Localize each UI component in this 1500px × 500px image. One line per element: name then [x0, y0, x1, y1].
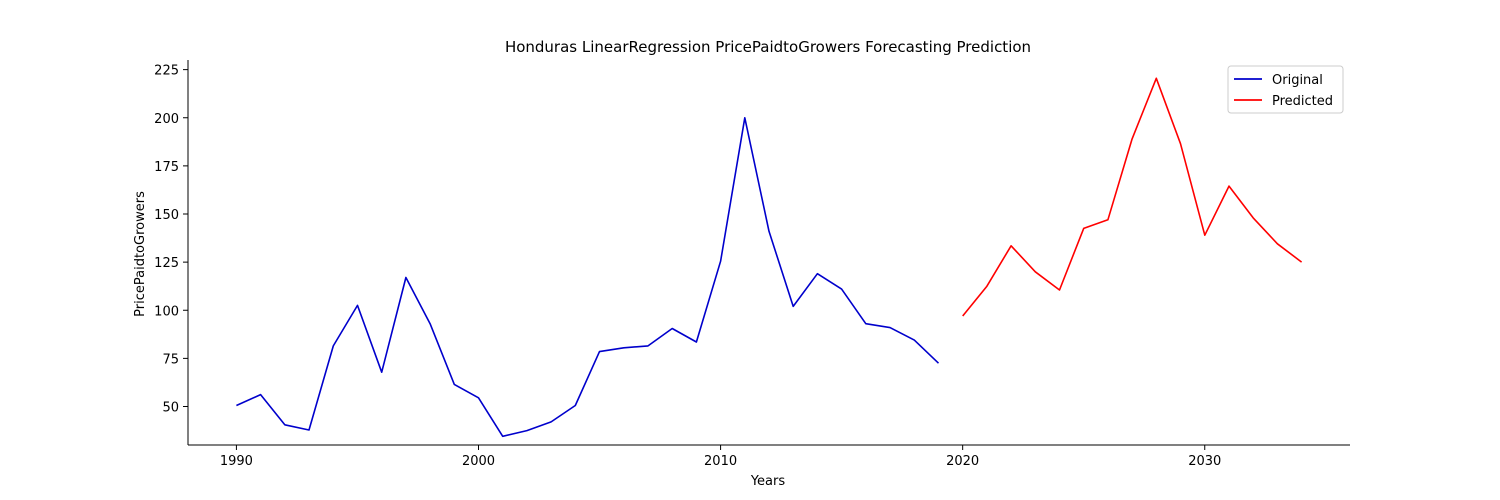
y-tick-label: 125: [154, 256, 179, 271]
legend-box: [1227, 65, 1344, 114]
legend: Original Predicted: [1227, 65, 1344, 114]
legend-items: Original Predicted: [1234, 73, 1333, 109]
y-tick-label: 150: [154, 208, 179, 223]
x-tick-label: 2000: [462, 454, 495, 469]
x-tick-label: 2020: [946, 454, 979, 469]
series-line-predicted: [962, 77, 1303, 317]
plot-area: 1990 2000 2010 2020 2030 50 75 100 125 150 175 200…: [154, 60, 1350, 469]
series-layer: [236, 77, 1303, 438]
x-ticks: 1990 2000 2010 2020 2030: [220, 445, 1221, 469]
series-line-original: [236, 117, 940, 438]
chart-title: Honduras LinearRegression PricePaidtoGro…: [505, 38, 1031, 56]
y-tick-label: 100: [154, 304, 179, 319]
y-tick-label: 225: [154, 64, 179, 79]
legend-label-predicted: Predicted: [1272, 94, 1333, 109]
y-tick-label: 175: [154, 160, 179, 175]
legend-label-original: Original: [1272, 73, 1323, 88]
x-tick-label: 2030: [1188, 454, 1221, 469]
y-tick-label: 200: [154, 112, 179, 127]
y-tick-label: 75: [162, 352, 179, 367]
x-axis-label: Years: [750, 474, 786, 489]
x-tick-label: 2010: [704, 454, 737, 469]
x-tick-label: 1990: [220, 454, 253, 469]
y-ticks: 50 75 100 125 150 175 200 225: [154, 64, 188, 416]
y-tick-label: 50: [162, 401, 179, 416]
y-axis-label: PricePaidtoGrowers: [133, 191, 148, 317]
